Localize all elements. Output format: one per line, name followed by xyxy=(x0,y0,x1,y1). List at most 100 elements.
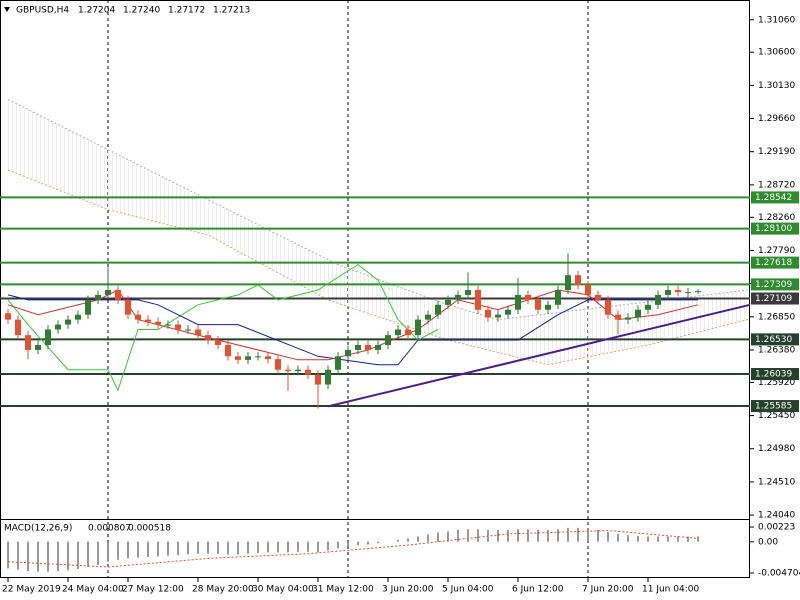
candle-body xyxy=(105,289,111,295)
y-tick-label: 1.24510 xyxy=(758,477,795,487)
y-tick-label: 1.29190 xyxy=(758,147,795,157)
candle-body xyxy=(685,292,691,294)
candle-body xyxy=(55,324,61,330)
candle-body xyxy=(625,317,631,320)
level-label: 1.26530 xyxy=(755,335,792,345)
candle-body xyxy=(95,294,101,300)
candle-body xyxy=(595,294,601,300)
candle-body xyxy=(475,289,481,310)
candle-body xyxy=(205,335,211,341)
trendline xyxy=(327,303,751,408)
candle-body xyxy=(485,309,491,318)
candle-body xyxy=(415,319,421,336)
candle-body xyxy=(495,314,501,318)
candle-body xyxy=(585,285,591,295)
macd-y-tick-label: 0.00223 xyxy=(758,523,795,533)
candle-body xyxy=(405,329,411,336)
candle-body xyxy=(115,289,121,300)
candle-body xyxy=(285,369,291,372)
x-tick-label: 22 May 2019 xyxy=(2,585,61,595)
candle-body xyxy=(135,314,141,320)
macd-title: MACD(12,26,9) xyxy=(4,524,72,534)
candle-body xyxy=(245,356,251,360)
x-tick-label: 7 Jun 20:00 xyxy=(582,585,634,595)
candle-body xyxy=(395,329,401,336)
candle-body xyxy=(425,314,431,320)
symbol-title: GBPUSD,H4 xyxy=(16,6,69,16)
level-label-box xyxy=(751,222,799,235)
candle-body xyxy=(615,314,621,320)
y-tick-label: 1.26380 xyxy=(758,345,795,355)
menu-arrow[interactable] xyxy=(4,7,10,12)
y-tick-label: 1.30130 xyxy=(758,81,795,91)
level-label-box xyxy=(751,400,799,413)
x-tick-label: 3 Jun 20:00 xyxy=(382,585,434,595)
candle-body xyxy=(515,294,521,310)
plot-frame xyxy=(0,0,750,578)
level-label: 1.26039 xyxy=(755,370,792,380)
candle-body xyxy=(535,299,541,310)
candle-body xyxy=(455,294,461,300)
level-label-box xyxy=(751,278,799,291)
candle-body xyxy=(365,345,371,350)
level-label: 1.27109 xyxy=(755,294,792,304)
candle-body xyxy=(5,313,11,320)
candle-body xyxy=(695,291,701,293)
header-value: 1.27240 xyxy=(123,6,160,16)
level-label: 1.28100 xyxy=(755,224,792,234)
level-label: 1.27618 xyxy=(755,258,792,268)
candle-body xyxy=(645,304,651,310)
x-tick-label: 11 Jun 04:00 xyxy=(642,585,699,595)
candle-body xyxy=(175,324,181,330)
candle-body xyxy=(675,289,681,293)
candle-body xyxy=(235,356,241,360)
candle-body xyxy=(275,359,281,370)
macd-y-tick-label: -0.004704 xyxy=(758,568,800,578)
candle-body xyxy=(265,356,271,360)
level-label-box xyxy=(751,292,799,305)
candle-body xyxy=(305,369,311,375)
candle-body xyxy=(295,369,301,372)
level-label: 1.25585 xyxy=(755,402,792,412)
candle-body xyxy=(215,340,221,346)
candle-body xyxy=(185,329,191,331)
candle-body xyxy=(45,329,51,346)
level-label: 1.28542 xyxy=(755,193,792,203)
header-value: 1.27172 xyxy=(168,6,205,16)
y-tick-label: 1.24040 xyxy=(758,511,795,521)
level-label-box xyxy=(751,191,799,204)
y-tick-label: 1.24980 xyxy=(758,444,795,454)
y-tick-label: 1.29660 xyxy=(758,114,795,124)
y-tick-label: 1.28260 xyxy=(758,213,795,223)
candle-body xyxy=(375,345,381,350)
y-tick-label: 1.28720 xyxy=(758,180,795,190)
candle-body xyxy=(25,335,31,350)
candle-body xyxy=(335,356,341,370)
candle-body xyxy=(465,289,471,295)
candle-body xyxy=(665,289,671,295)
candle-body xyxy=(195,329,201,336)
candle-body xyxy=(445,299,451,305)
macd-value: 0.000518 xyxy=(128,524,171,534)
candle-body xyxy=(525,294,531,300)
senkou-span-a xyxy=(7,99,749,321)
candle-body xyxy=(545,304,551,310)
header-value: 1.27204 xyxy=(78,6,115,16)
y-tick-label: 1.31060 xyxy=(758,15,795,25)
candle-body xyxy=(355,345,361,350)
x-tick-label: 27 May 12:00 xyxy=(122,585,184,595)
candle-body xyxy=(145,319,151,322)
x-tick-label: 31 May 12:00 xyxy=(312,585,374,595)
y-tick-label: 1.30600 xyxy=(758,48,795,58)
candle-body xyxy=(655,294,661,305)
x-tick-label: 6 Jun 12:00 xyxy=(512,585,564,595)
candle-body xyxy=(325,369,331,385)
y-tick-label: 1.27790 xyxy=(758,246,795,256)
level-label-box xyxy=(751,256,799,269)
level-label-box xyxy=(751,333,799,346)
y-tick-label: 1.25450 xyxy=(758,411,795,421)
candle-body xyxy=(315,374,321,385)
candle-body xyxy=(15,319,21,336)
candle-body xyxy=(125,299,131,315)
